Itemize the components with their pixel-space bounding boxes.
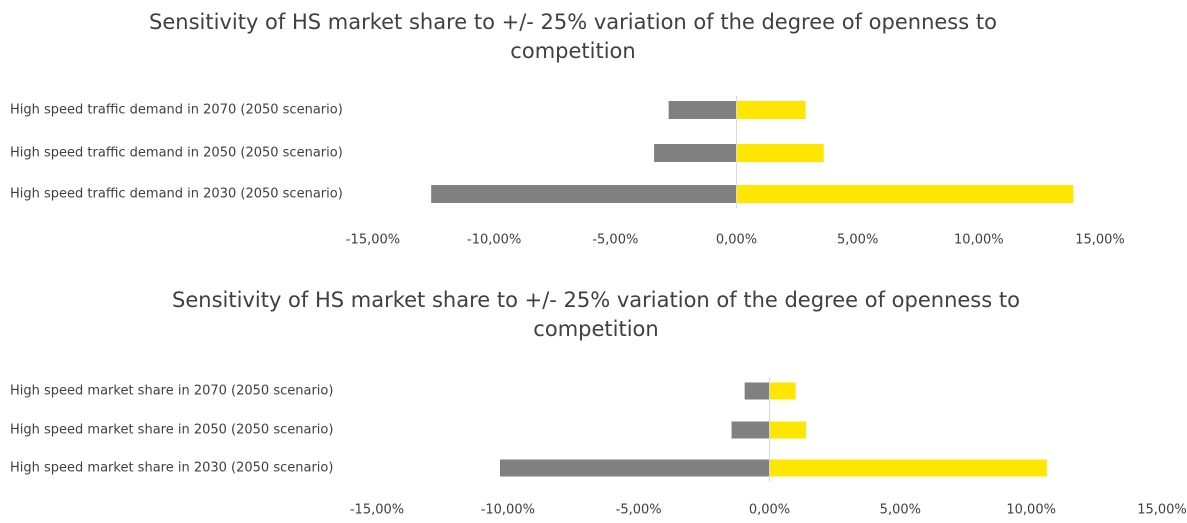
bar	[769, 382, 796, 400]
x-tick-label: -5,00%	[592, 233, 638, 248]
bar	[736, 101, 806, 119]
x-tick-label: -5,00%	[616, 503, 662, 518]
bar	[731, 421, 770, 439]
category-label: High speed traffic demand in 2050 (2050 …	[10, 146, 343, 161]
x-tick-label: -10,00%	[481, 503, 535, 518]
x-tick-label: 10,00%	[954, 233, 1004, 248]
bar	[769, 459, 1047, 477]
chart-title: Sensitivity of HS market share to +/- 25…	[149, 10, 997, 63]
x-tick-label: 10,00%	[1006, 503, 1056, 518]
bar	[736, 144, 824, 162]
bar	[736, 185, 1074, 203]
bar	[744, 382, 770, 400]
category-label: High speed traffic demand in 2030 (2050 …	[10, 187, 343, 202]
x-tick-label: -15,00%	[346, 233, 400, 248]
category-label: High speed market share in 2050 (2050 sc…	[10, 423, 333, 438]
x-tick-label: 15,00%	[1137, 503, 1187, 518]
category-label: High speed traffic demand in 2070 (2050 …	[10, 103, 343, 118]
x-tick-label: 15,00%	[1075, 233, 1125, 248]
bar	[431, 185, 737, 203]
x-tick-label: 0,00%	[716, 233, 757, 248]
category-label: High speed market share in 2070 (2050 sc…	[10, 384, 333, 399]
x-tick-label: 5,00%	[880, 503, 921, 518]
bar	[769, 421, 807, 439]
category-label: High speed market share in 2030 (2050 sc…	[10, 461, 333, 476]
x-tick-label: -10,00%	[467, 233, 521, 248]
x-tick-label: -15,00%	[350, 503, 404, 518]
chart-title: Sensitivity of HS market share to +/- 25…	[172, 288, 1020, 341]
bar	[668, 101, 737, 119]
bar	[499, 459, 770, 477]
x-tick-label: 5,00%	[837, 233, 878, 248]
x-tick-label: 0,00%	[749, 503, 790, 518]
bar	[654, 144, 737, 162]
